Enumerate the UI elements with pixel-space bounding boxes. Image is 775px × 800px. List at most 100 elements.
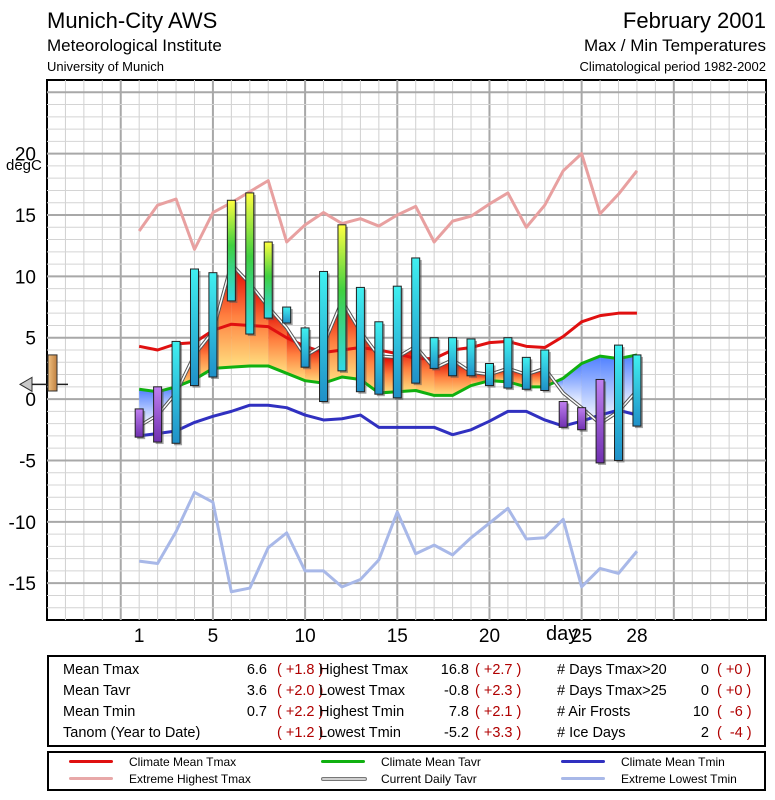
stat-anomaly: ( +2.0 ) <box>277 683 324 699</box>
tanom-bar <box>47 354 58 392</box>
day-bar-2 <box>153 386 163 443</box>
y-tick-label: -5 <box>19 451 36 472</box>
day-bar-1 <box>134 408 144 438</box>
stat-anomaly: ( +3.3 ) <box>475 725 522 741</box>
day-bar-23 <box>540 349 550 391</box>
stat-label: # Air Frosts <box>557 704 631 720</box>
stat-anomaly: ( +0 ) <box>717 662 752 678</box>
day-bar-14 <box>374 321 384 395</box>
stat-anomaly: ( +1.8 ) <box>277 662 324 678</box>
stat-anomaly: ( +2.2 ) <box>277 704 324 720</box>
stat-value: -0.8 <box>444 683 469 699</box>
x-tick-label: 20 <box>479 626 500 647</box>
x-tick-label: 25 <box>571 626 592 647</box>
day-bar-9 <box>282 306 292 324</box>
stat-value: -5.2 <box>444 725 469 741</box>
y-tick-label: -15 <box>9 574 36 595</box>
y-tick-label: -10 <box>9 513 36 534</box>
day-bar-17 <box>429 337 439 369</box>
day-bar-11 <box>319 270 329 403</box>
y-tick-label: 0 <box>25 390 36 411</box>
stat-value: 10 <box>692 704 709 720</box>
series-line-extreme-highest-tmax <box>137 152 639 251</box>
legend-label: Extreme Highest Tmax <box>129 772 251 786</box>
stat-anomaly: ( +2.7 ) <box>475 662 522 678</box>
period-title: February 2001 <box>622 8 766 33</box>
stat-value: 2 <box>700 725 709 741</box>
stat-anomaly: ( -6 ) <box>717 704 752 720</box>
y-tick-label: 10 <box>15 267 36 288</box>
stat-anomaly: ( +1.2 ) <box>277 725 324 741</box>
day-bar-25 <box>577 407 587 431</box>
stat-value: 16.8 <box>440 662 469 678</box>
stat-value: 3.6 <box>246 683 267 699</box>
day-bar-10 <box>300 327 310 368</box>
day-bar-20 <box>484 363 494 387</box>
stat-value: 0 <box>700 662 709 678</box>
day-bar-21 <box>503 337 513 389</box>
series-line-climate-mean-tmax <box>138 311 637 361</box>
stat-anomaly: ( +0 ) <box>717 683 752 699</box>
x-tick-label: 1 <box>134 626 145 647</box>
statistics-panel: Mean Tmax 6.6 ( +1.8 ) Mean Tavr 3.6 ( +2.0 )… <box>47 655 766 747</box>
day-bar-24 <box>558 401 568 428</box>
day-bar-5 <box>208 272 218 378</box>
day-bar-28 <box>632 354 642 427</box>
legend-label: Climate Mean Tavr <box>381 755 481 769</box>
stat-value: 0.7 <box>246 704 267 720</box>
x-tick-label: 28 <box>626 626 647 647</box>
day-bar-8 <box>263 241 273 319</box>
stat-label: Lowest Tmax <box>319 683 405 699</box>
climatology-period: Climatological period 1982-2002 <box>579 59 766 74</box>
legend-label: Extreme Lowest Tmin <box>621 772 737 786</box>
day-bar-6 <box>226 199 236 302</box>
cold-anomaly-fill <box>581 356 601 424</box>
legend-label: Climate Mean Tmax <box>129 755 237 769</box>
stat-value: 6.6 <box>246 662 267 678</box>
stat-label: Highest Tmax <box>319 662 409 678</box>
legend-swatch <box>561 760 605 763</box>
stat-label: Highest Tmin <box>319 704 405 720</box>
day-bar-18 <box>448 337 458 377</box>
day-bar-4 <box>189 268 199 387</box>
x-tick-label: 5 <box>208 626 219 647</box>
y-axis-label: degC <box>6 157 42 174</box>
day-bar-26 <box>595 378 605 464</box>
stat-label: # Days Tmax>25 <box>557 683 667 699</box>
stat-label: Mean Tavr <box>63 683 131 699</box>
x-tick-label: 15 <box>387 626 408 647</box>
legend-swatch <box>561 777 605 780</box>
legend-label: Current Daily Tavr <box>381 772 477 786</box>
day-bar-15 <box>392 285 402 399</box>
stat-value: 7.8 <box>448 704 469 720</box>
series-line-extreme-lowest-tmin <box>138 490 639 594</box>
day-bar-3 <box>171 340 181 444</box>
stat-label: Mean Tmax <box>63 662 140 678</box>
legend-swatch <box>69 760 113 763</box>
stat-value: 0 <box>700 683 709 699</box>
stat-anomaly: ( +2.1 ) <box>475 704 522 720</box>
stat-anomaly: ( +2.3 ) <box>475 683 522 699</box>
stat-anomaly: ( -4 ) <box>717 725 752 741</box>
stat-label: # Ice Days <box>557 725 626 741</box>
legend-label: Climate Mean Tmin <box>621 755 725 769</box>
y-tick-label: 5 <box>25 329 36 350</box>
day-bar-22 <box>521 356 531 390</box>
y-tick-label: 15 <box>15 206 36 227</box>
chart-kind: Max / Min Temperatures <box>583 36 766 55</box>
stat-label: Mean Tmin <box>63 704 136 720</box>
day-bar-12 <box>337 224 347 372</box>
day-bar-27 <box>614 344 624 461</box>
stat-label: Tanom (Year to Date) <box>63 725 201 741</box>
x-tick-label: 10 <box>295 626 316 647</box>
legend: Climate Mean Tmax Climate Mean Tavr Clim… <box>47 751 766 791</box>
stat-label: Lowest Tmin <box>319 725 401 741</box>
x-axis-label: day <box>546 623 579 645</box>
day-bar-13 <box>355 286 365 393</box>
series-line-current-daily-tavr-core <box>138 263 638 427</box>
legend-swatch <box>69 777 113 780</box>
institute-name: Meteorological Institute <box>47 36 222 55</box>
y-tick-label: 20 <box>15 145 36 166</box>
university-name: University of Munich <box>47 59 165 74</box>
day-bar-7 <box>245 192 255 335</box>
